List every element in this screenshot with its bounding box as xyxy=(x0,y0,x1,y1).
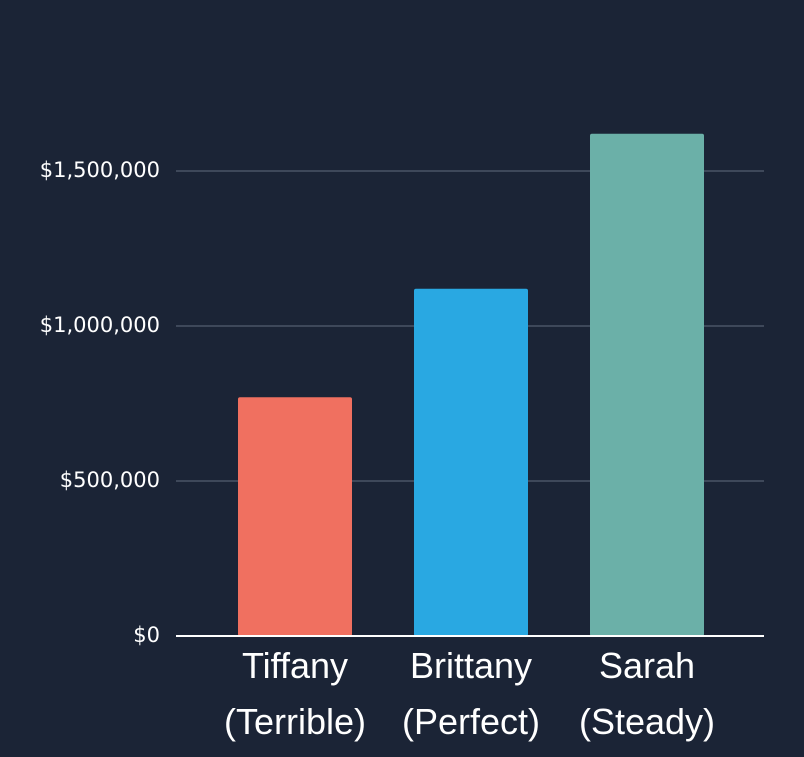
x-tick-label: Sarah xyxy=(599,645,695,686)
x-tick-label: Brittany xyxy=(410,645,532,686)
x-tick-label: (Terrible) xyxy=(224,701,366,742)
bar xyxy=(414,288,528,636)
y-tick-label: $0 xyxy=(133,623,160,647)
bar xyxy=(238,397,352,636)
x-tick-label: (Steady) xyxy=(579,701,715,742)
bar xyxy=(590,133,704,637)
x-tick-label: (Perfect) xyxy=(402,701,540,742)
x-tick-label: Tiffany xyxy=(242,645,348,686)
y-tick-label: $500,000 xyxy=(60,468,160,492)
y-tick-label: $1,000,000 xyxy=(40,313,160,337)
y-tick-label: $1,500,000 xyxy=(40,158,160,182)
